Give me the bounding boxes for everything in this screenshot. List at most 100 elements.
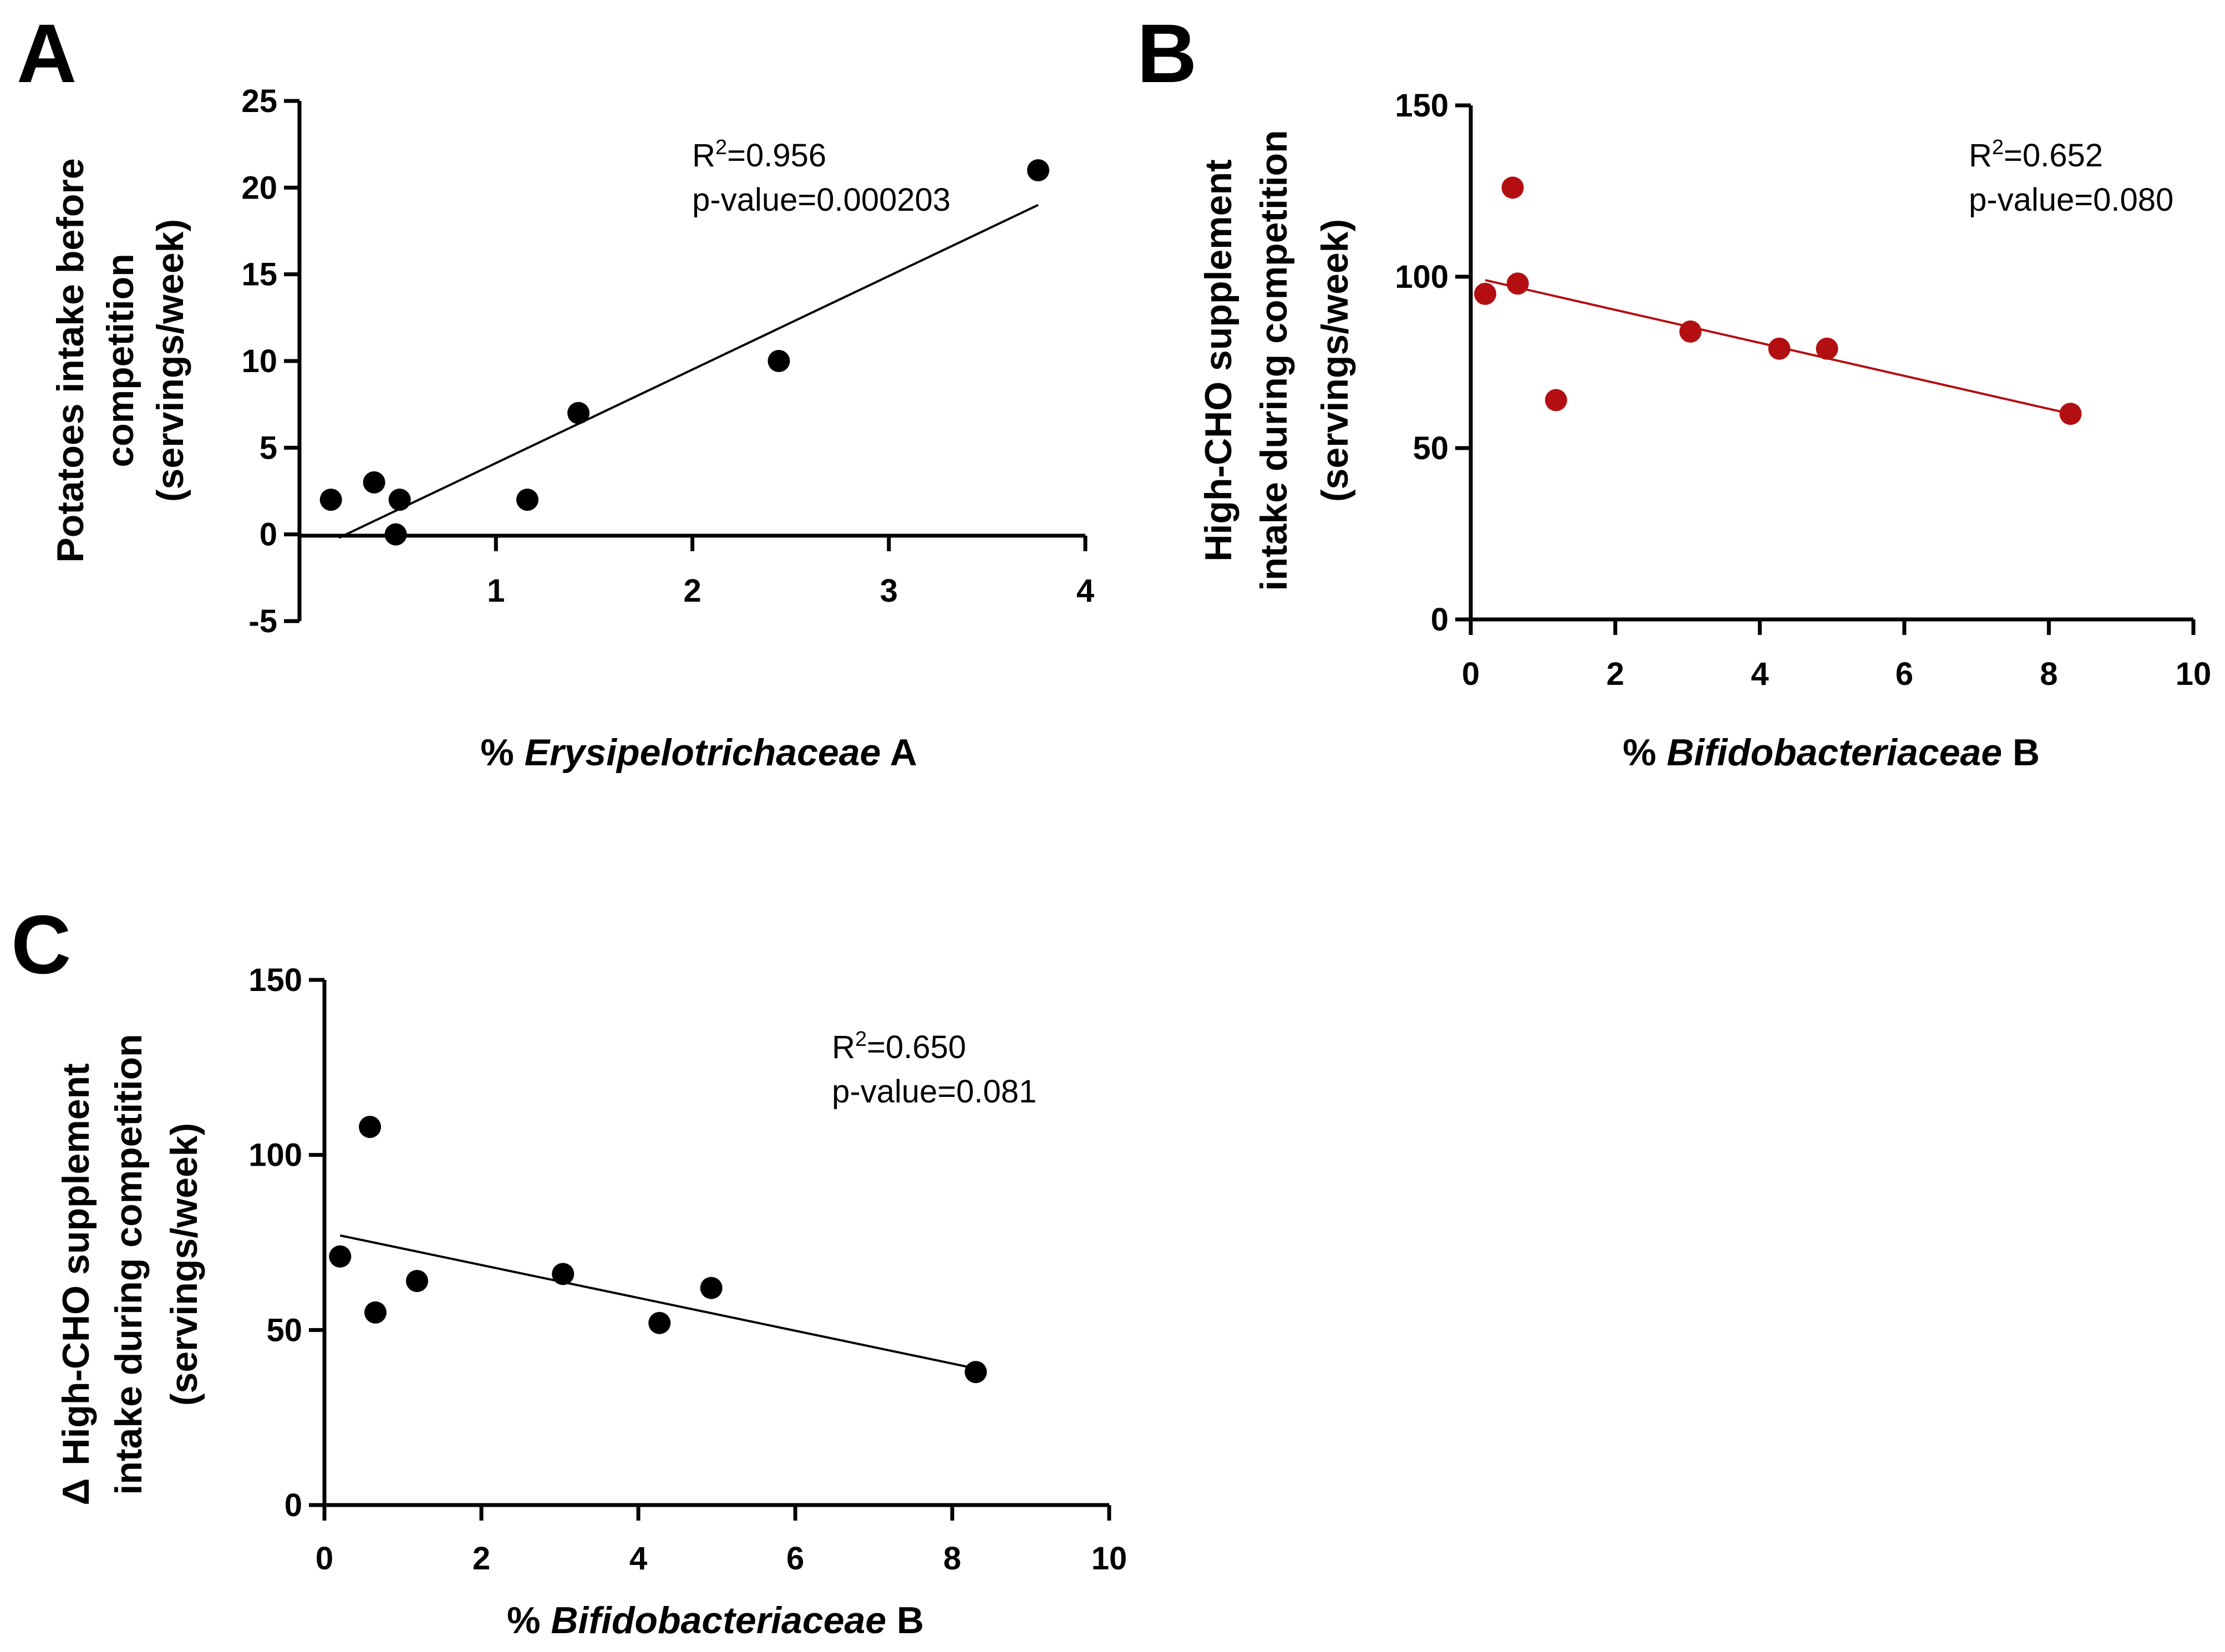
x-tick-label: 8: [2040, 656, 2058, 692]
y-axis-title-line: intake during competition: [108, 1034, 150, 1495]
x-tick-label: 6: [1896, 656, 1913, 692]
y-tick-label: 150: [1395, 88, 1449, 124]
y-axis-title-line: (servings/week): [149, 219, 191, 502]
stat-r-superscript: 2: [855, 1028, 867, 1051]
data-point: [1027, 159, 1049, 182]
x-tick-label: 2: [473, 1541, 490, 1577]
y-tick-label: 0: [1431, 602, 1449, 638]
y-tick-label: 100: [248, 1137, 302, 1173]
x-axis-title-taxon: Bifidobacteriaceae: [1667, 731, 2002, 774]
regression-line: [338, 204, 1039, 539]
y-tick-label: 5: [260, 430, 277, 466]
y-tick-label: 15: [241, 257, 277, 293]
y-axis-title-line: intake during competition: [1253, 130, 1295, 591]
x-axis-title-suffix: B: [2002, 731, 2040, 774]
y-tick-label: 0: [260, 517, 277, 553]
x-tick-label: 0: [1462, 656, 1480, 692]
data-point: [384, 523, 407, 546]
data-point: [964, 1361, 987, 1384]
x-tick-label: 4: [1076, 573, 1094, 609]
data-point: [329, 1245, 352, 1268]
stat-r-squared: R2=0.652: [1969, 136, 2103, 174]
x-tick-label: 0: [316, 1541, 333, 1577]
x-tick-label: 3: [880, 573, 898, 609]
stat-r-squared: R2=0.650: [832, 1028, 966, 1065]
x-tick-label: 1: [487, 573, 505, 609]
stat-r-letter: R: [1969, 138, 1992, 174]
y-axis-title-line: (servings/week): [1314, 219, 1356, 502]
x-tick-label: 2: [1606, 656, 1624, 692]
x-axis-title: % Erysipelotrichaceae A: [480, 731, 917, 774]
x-axis-title-taxon: Bifidobacteriaceae: [551, 1599, 886, 1641]
data-point: [567, 401, 590, 424]
stat-r-value: =0.652: [2004, 138, 2103, 174]
data-point: [1474, 282, 1497, 305]
y-axis-title-line: High-CHO supplement: [55, 1063, 97, 1465]
stat-p-value: p-value=0.000203: [692, 182, 951, 218]
stat-p-value: p-value=0.080: [1969, 182, 2173, 218]
data-point: [2059, 403, 2082, 425]
y-tick-label: 50: [266, 1312, 302, 1348]
y-axis-title-line: competition: [99, 253, 141, 467]
data-point: [1679, 320, 1702, 343]
data-point: [648, 1312, 671, 1334]
stat-r-value: =0.956: [727, 138, 826, 174]
x-tick-label: 6: [786, 1541, 804, 1577]
panel-label-a: A: [17, 7, 77, 100]
y-tick-label: -5: [248, 603, 277, 639]
data-point: [388, 489, 411, 511]
x-tick-label: 10: [1091, 1541, 1127, 1577]
y-axis-title-line: Potatoes intake before: [49, 158, 92, 562]
x-axis-title-taxon: Erysipelotrichaceae: [525, 731, 881, 774]
y-tick-label: 10: [241, 343, 277, 379]
stat-r-value: =0.650: [867, 1029, 966, 1065]
y-tick-label: 100: [1395, 259, 1449, 295]
data-point: [1816, 337, 1838, 360]
panel-label-c: C: [11, 898, 71, 991]
x-axis-title-suffix: B: [886, 1599, 924, 1641]
x-tick-label: 2: [683, 573, 701, 609]
y-tick-label: 150: [248, 962, 302, 998]
panel-label-b: B: [1137, 7, 1197, 100]
y-axis-title-line: High-CHO supplement: [1197, 159, 1240, 561]
data-point: [1768, 337, 1791, 360]
y-axis-title-line: (servings/week): [163, 1123, 205, 1406]
data-point: [1545, 389, 1567, 411]
y-tick-label: 50: [1413, 430, 1449, 466]
data-point: [1506, 272, 1529, 295]
stat-r-squared: R2=0.956: [692, 136, 826, 174]
regression-line: [339, 1234, 976, 1370]
x-axis-title-suffix: A: [881, 731, 917, 774]
data-point: [768, 350, 790, 372]
x-tick-label: 4: [629, 1541, 647, 1577]
x-axis-title-prefix: %: [507, 1599, 551, 1641]
y-tick-label: 25: [241, 83, 277, 119]
data-point: [363, 471, 385, 494]
x-tick-label: 8: [943, 1541, 961, 1577]
data-point: [364, 1301, 387, 1324]
data-point: [319, 489, 342, 511]
data-point: [405, 1269, 428, 1292]
data-point: [1501, 176, 1524, 199]
y-tick-label: 20: [241, 170, 277, 206]
stat-p-value: p-value=0.081: [832, 1074, 1037, 1110]
stat-r-superscript: 2: [1992, 136, 2004, 159]
y-tick-label: 0: [285, 1487, 302, 1523]
x-axis-title-prefix: %: [480, 731, 524, 774]
y-axis-title-delta: Δ: [55, 1478, 97, 1506]
stat-r-letter: R: [692, 138, 715, 174]
x-axis-title-prefix: %: [1623, 731, 1667, 774]
x-tick-label: 10: [2176, 656, 2212, 692]
stat-r-superscript: 2: [715, 136, 727, 159]
x-axis-title: % Bifidobacteriaceae B: [1623, 731, 2040, 774]
x-tick-label: 4: [1751, 656, 1769, 692]
x-axis-title: % Bifidobacteriaceae B: [507, 1599, 924, 1641]
data-point: [359, 1116, 382, 1138]
stat-r-letter: R: [832, 1029, 855, 1065]
data-point: [552, 1263, 575, 1285]
data-point: [700, 1277, 723, 1299]
